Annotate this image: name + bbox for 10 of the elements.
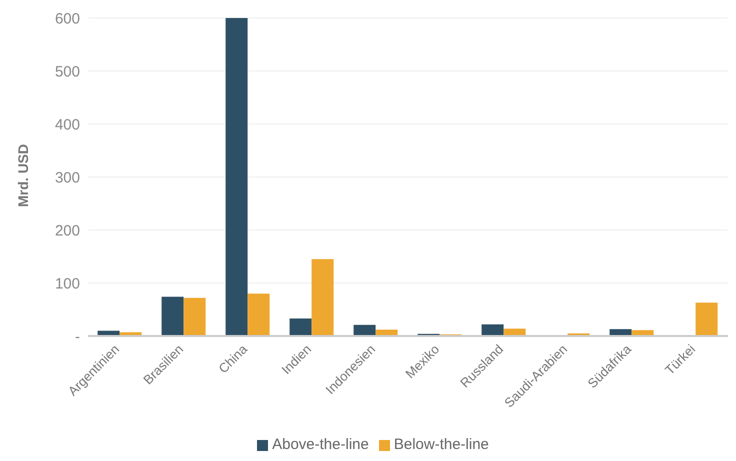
legend-label: Below-the-line [394, 436, 489, 453]
y-tick-label: 200 [54, 222, 80, 240]
y-tick-label: 600 [54, 10, 80, 28]
y-tick-label: 100 [54, 275, 80, 292]
y-axis-title: Mrd. USD [14, 144, 31, 207]
legend-label: Above-the-line [272, 436, 369, 453]
y-tick-label: 500 [54, 63, 80, 80]
y-tick-label: - [75, 328, 80, 346]
y-tick-label: 400 [54, 116, 80, 134]
y-tick-label: 300 [54, 169, 80, 186]
